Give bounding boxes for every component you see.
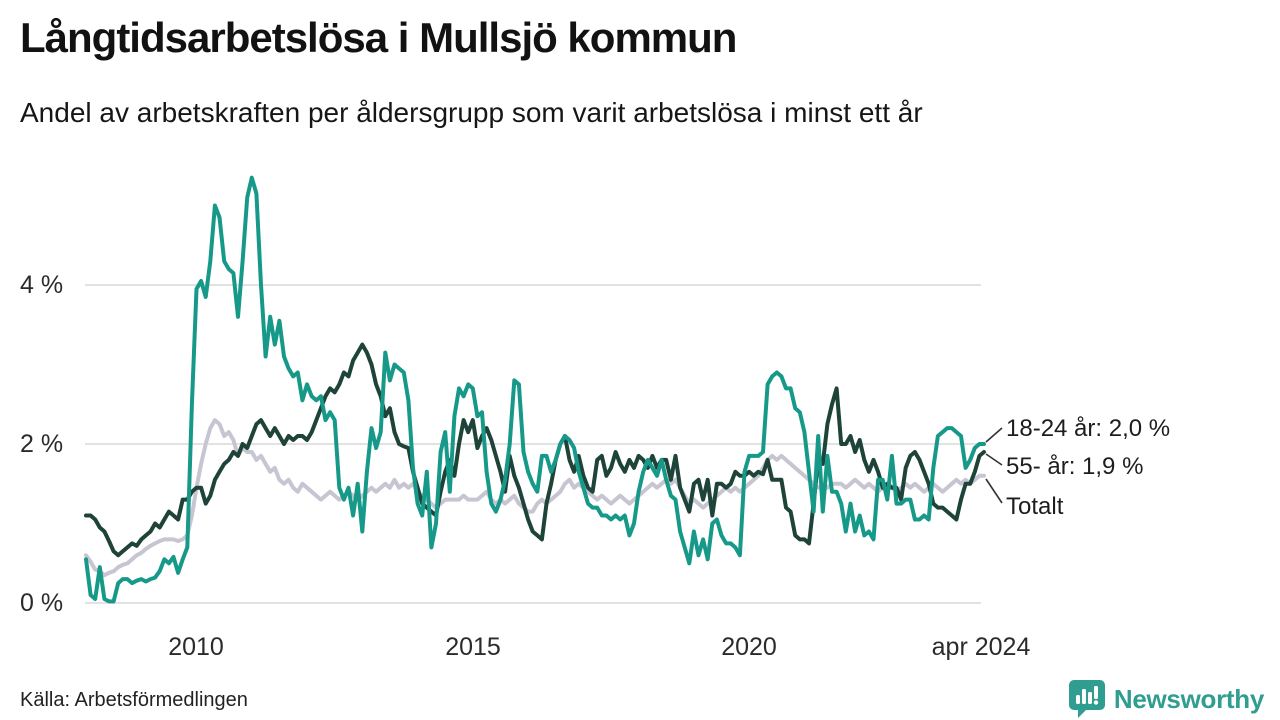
- series-end-label-18-24: 18-24 år: 2,0 %: [1006, 415, 1171, 442]
- page-subtitle: Andel av arbetskraften per åldersgrupp s…: [20, 97, 923, 128]
- y-axis-label-0: 0 %: [20, 589, 64, 617]
- source-note: Källa: Arbetsförmedlingen: [20, 689, 248, 711]
- y-axis-label-4: 4 %: [20, 271, 64, 299]
- label-leader-lines: [985, 427, 1003, 504]
- series-end-label-55: 55- år: 1,9 %: [1006, 453, 1144, 480]
- series-line-18-24 år: [84, 175, 986, 604]
- series-line-Totalt: [84, 418, 986, 578]
- leader-line-totalt: [985, 478, 1003, 504]
- x-axis-label-apr-2024: apr 2024: [931, 633, 1031, 661]
- series-lines: [84, 175, 986, 604]
- newsworthy-logo-icon: [1068, 680, 1105, 718]
- newsworthy-logo: Newsworthy: [1068, 679, 1264, 719]
- x-axis-label-2020: 2020: [721, 633, 777, 661]
- series-end-label-totalt: Totalt: [1006, 493, 1064, 520]
- newsworthy-logo-text: Newsworthy: [1113, 683, 1264, 714]
- leader-line-18-24: [985, 427, 1003, 443]
- series-line-55- år: [84, 342, 986, 558]
- y-axis-label-2: 2 %: [20, 430, 64, 458]
- x-axis-label-2010: 2010: [168, 633, 224, 661]
- x-axis-label-2015: 2015: [445, 633, 501, 661]
- page-title: Långtidsarbetslösa i Mullsjö kommun: [20, 14, 737, 61]
- leader-line-55: [985, 453, 1003, 466]
